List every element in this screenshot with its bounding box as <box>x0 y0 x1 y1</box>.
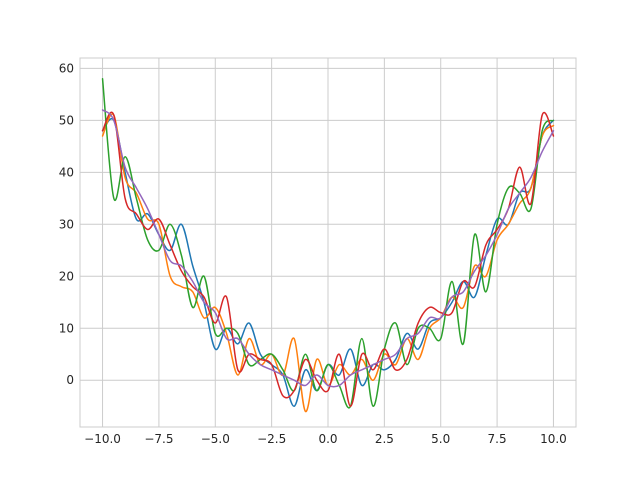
y-tick-label: 30 <box>59 217 74 231</box>
y-tick-label: 20 <box>59 269 74 283</box>
x-tick-label: 5.0 <box>431 432 450 446</box>
series-line-5 <box>101 109 555 388</box>
x-tick-label: −2.5 <box>257 432 286 446</box>
x-grid <box>102 58 554 427</box>
y-tick-label: 10 <box>59 321 74 335</box>
x-tick-label: 10.0 <box>540 432 567 446</box>
y-tick-label: 40 <box>59 165 74 179</box>
series-group <box>101 78 555 413</box>
y-grid <box>80 67 576 381</box>
y-tick-label: 0 <box>66 373 74 387</box>
y-tick-label: 60 <box>59 61 74 75</box>
axes-frame <box>79 57 577 428</box>
x-tick-labels: −10.0 −7.5 −5.0 −2.5 0.0 2.5 5.0 7.5 10.0 <box>84 432 567 446</box>
x-tick-label: −7.5 <box>144 432 173 446</box>
series-line-3 <box>101 78 555 409</box>
series-line-4 <box>101 111 555 407</box>
y-tick-label: 50 <box>59 113 74 127</box>
x-tick-label: 7.5 <box>488 432 507 446</box>
y-tick-labels: 0 10 20 30 40 50 60 <box>59 61 74 387</box>
x-tick-label: 2.5 <box>375 432 394 446</box>
x-tick-label: −5.0 <box>201 432 230 446</box>
x-tick-label: 0.0 <box>318 432 337 446</box>
x-tick-label: −10.0 <box>84 432 121 446</box>
